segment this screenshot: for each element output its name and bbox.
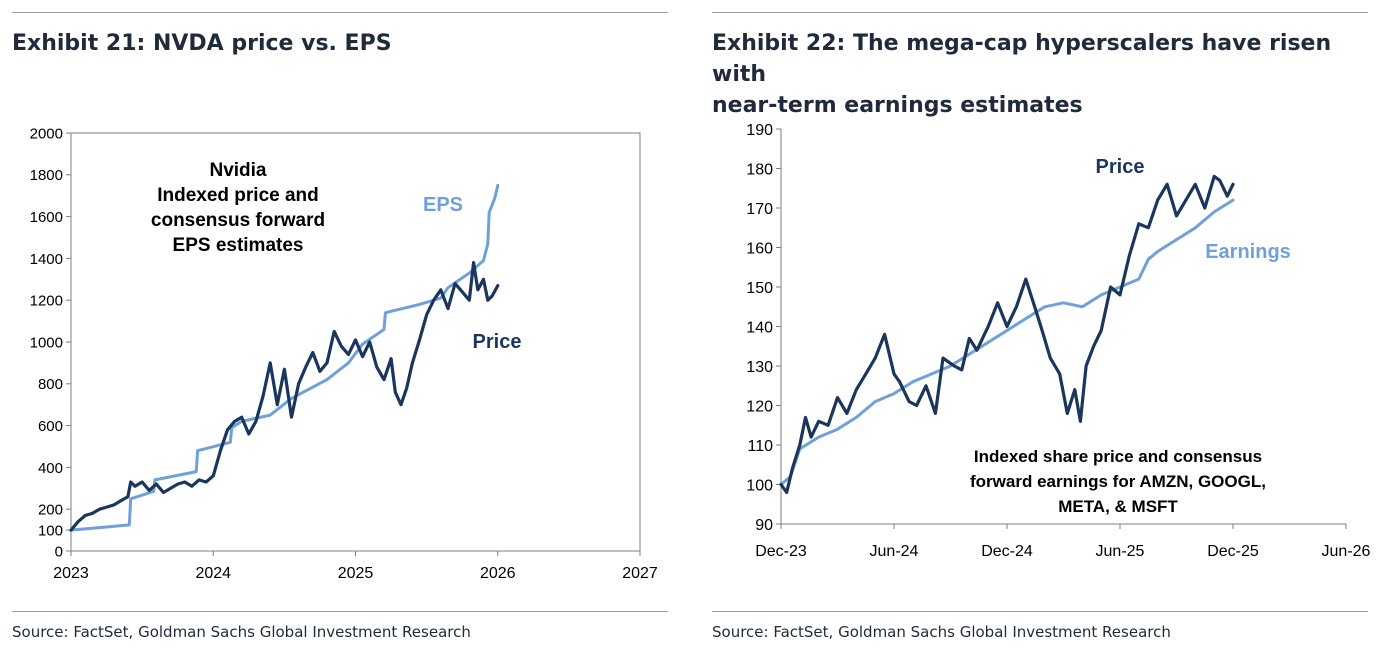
annotation-line: Indexed price and <box>157 185 319 206</box>
y-tick-label: 130 <box>746 359 773 376</box>
series-line-price <box>779 174 1235 494</box>
y-tick-label: 100 <box>38 523 63 540</box>
y-tick-label: 0 <box>55 543 63 560</box>
y-tick-label: 200 <box>38 502 63 519</box>
x-tick-label: 2027 <box>622 565 658 582</box>
series-line-price <box>69 261 500 532</box>
exhibit-22-title: Exhibit 22: The mega-cap hyperscalers ha… <box>712 28 1386 121</box>
series-label-eps: EPS <box>423 194 463 216</box>
y-tick-label: 600 <box>38 418 63 435</box>
x-tick-label: Jun-26 <box>1322 543 1371 560</box>
top-rule <box>712 12 1368 13</box>
annotation-line: Nvidia <box>209 160 266 181</box>
exhibit-21-source: Source: FactSet, Goldman Sachs Global In… <box>12 623 471 641</box>
bottom-rule <box>12 611 668 612</box>
x-tick-label: 2024 <box>195 565 231 582</box>
x-tick-label: Dec-25 <box>1207 543 1259 560</box>
y-tick-label: 1000 <box>30 334 63 351</box>
y-tick-label: 100 <box>746 477 773 494</box>
exhibit-21-chart: 0 100 200 400 600 800 1000 1200 1400 1600 1800 2000… <box>30 125 658 582</box>
exhibit-22-title-line-2: near-term earnings estimates <box>712 93 1083 118</box>
y-tick-label: 140 <box>746 319 773 336</box>
x-tick-label: Dec-24 <box>981 543 1033 560</box>
series-label-price: Price <box>473 331 522 353</box>
exhibit-22-title-line-1: Exhibit 22: The mega-cap hyperscalers ha… <box>712 31 1332 87</box>
y-tick-label: 120 <box>746 398 773 415</box>
x-tick-label: 2026 <box>480 565 516 582</box>
annotation-line: forward earnings for AMZN, GOOGL, <box>970 472 1266 491</box>
y-tick-label: 800 <box>38 376 63 393</box>
y-tick-label: 150 <box>746 280 773 297</box>
y-tick-label: 400 <box>38 460 63 477</box>
series-label-price: Price <box>1096 156 1145 178</box>
x-tick-label: Jun-24 <box>870 543 919 560</box>
top-rule <box>12 12 668 13</box>
y-tick-label: 1400 <box>30 251 63 268</box>
exhibit-21-title: Exhibit 21: NVDA price vs. EPS <box>12 31 392 56</box>
annotation-line: Indexed share price and consensus <box>974 447 1262 466</box>
exhibit-22-chart: 90 100 110 120 130 140 150 160 170 180 190 Dec-23 Ju… <box>746 122 1371 560</box>
bottom-rule <box>712 611 1368 612</box>
y-tick-label: 1800 <box>30 167 63 184</box>
y-tick-label: 1200 <box>30 293 63 310</box>
y-tick-label: 110 <box>747 438 773 455</box>
exhibit-22-source: Source: FactSet, Goldman Sachs Global In… <box>712 623 1171 641</box>
y-tick-label: 190 <box>746 122 773 139</box>
annotation-line: META, & MSFT <box>1058 497 1178 516</box>
y-tick-label: 2000 <box>30 125 63 142</box>
x-tick-label: 2025 <box>338 565 374 582</box>
series-line-earnings <box>779 198 1235 486</box>
x-tick-label: 2023 <box>53 565 89 582</box>
series-label-earnings: Earnings <box>1205 241 1291 263</box>
y-tick-label: 170 <box>746 201 773 218</box>
exhibit-21-panel: Exhibit 21: NVDA price vs. EPS 0 100 200 40… <box>0 0 680 656</box>
y-tick-label: 160 <box>746 240 773 257</box>
x-tick-label: Jun-25 <box>1096 543 1145 560</box>
y-tick-label: 90 <box>755 517 773 534</box>
x-tick-label: Dec-23 <box>755 543 807 560</box>
y-tick-label: 1600 <box>30 209 63 226</box>
y-tick-label: 180 <box>746 161 773 178</box>
annotation-line: consensus forward <box>151 210 325 231</box>
exhibit-22-panel: Exhibit 22: The mega-cap hyperscalers ha… <box>700 0 1386 656</box>
annotation-line: EPS estimates <box>173 235 304 256</box>
